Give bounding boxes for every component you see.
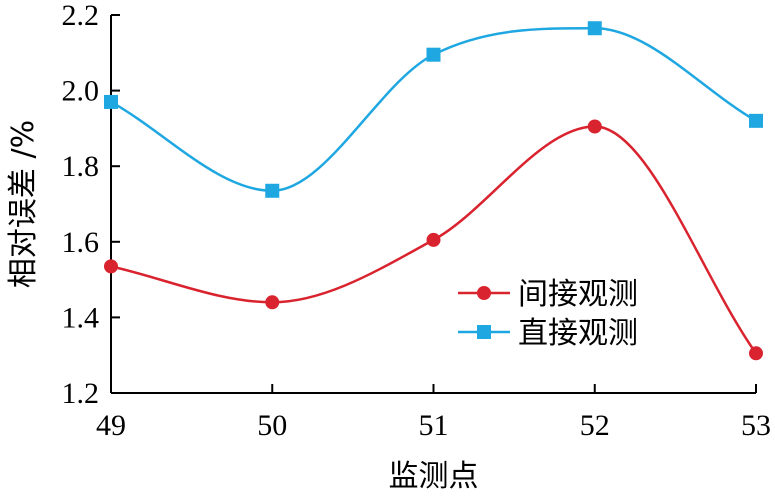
y-axis-title: 相对误差 /% xyxy=(6,120,41,288)
axes: 1.2 1.4 1.6 1.8 2.0 2.2 49 50 51 52 53 xyxy=(62,0,772,442)
data-point-square xyxy=(587,21,602,36)
data-point-square xyxy=(104,94,118,109)
legend-label: 间接观测 xyxy=(518,277,638,312)
x-tick-label: 51 xyxy=(419,409,449,442)
x-tick-label: 52 xyxy=(580,409,610,442)
y-tick-label: 2.2 xyxy=(62,0,100,32)
y-tick-label: 1.6 xyxy=(62,226,100,259)
y-tick-label: 2.0 xyxy=(62,75,100,108)
plot-lines xyxy=(110,26,758,355)
data-point-square xyxy=(426,47,441,62)
data-point-circle xyxy=(426,232,441,247)
data-point-circle xyxy=(104,259,118,274)
data-point-square xyxy=(265,183,280,198)
x-axis-title: 监测点 xyxy=(389,459,479,494)
x-tick-label: 53 xyxy=(741,409,771,442)
data-marks xyxy=(104,21,763,361)
legend-marker xyxy=(477,286,491,300)
x-tick-label: 50 xyxy=(257,409,287,442)
y-tick-label: 1.8 xyxy=(62,150,100,183)
data-point-circle xyxy=(265,295,280,310)
y-tick-label: 1.2 xyxy=(62,377,100,410)
data-point-circle xyxy=(587,119,602,134)
series-line-0 xyxy=(110,125,758,355)
legend-label: 直接观测 xyxy=(518,316,638,351)
data-point-circle xyxy=(749,346,763,361)
x-tick-label: 49 xyxy=(96,409,126,442)
data-point-square xyxy=(749,113,763,128)
y-tick-label: 1.4 xyxy=(62,301,100,334)
legend-marker xyxy=(477,325,491,339)
